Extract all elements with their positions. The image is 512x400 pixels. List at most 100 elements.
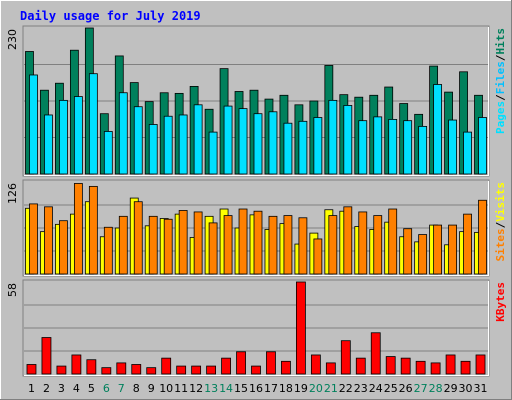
x-tick-label: 26 xyxy=(399,382,413,395)
x-tick-label: 18 xyxy=(279,382,293,395)
x-tick-label: 5 xyxy=(88,382,95,395)
bar-files-day-29 xyxy=(448,119,457,175)
x-tick-label: 11 xyxy=(174,382,188,395)
legend-item: Sites xyxy=(494,228,507,261)
x-tick-label: 31 xyxy=(474,382,488,395)
bar-files-day-21 xyxy=(328,99,338,175)
x-tick-label: 22 xyxy=(339,382,353,395)
x-tick-label: 27 xyxy=(414,382,428,395)
panel-legend: Pages/Files/Hits xyxy=(494,28,507,134)
bar-sites-day-18 xyxy=(283,215,293,275)
bar-sites-day-26 xyxy=(403,228,413,275)
series-kbytes xyxy=(26,281,486,375)
bar-files-day-8 xyxy=(133,106,143,175)
bar-sites-day-20 xyxy=(313,238,323,275)
x-tick-label: 10 xyxy=(159,382,173,395)
bar-sites-day-14 xyxy=(223,215,233,275)
bar-kbytes-day-25 xyxy=(385,356,396,375)
bar-kbytes-day-24 xyxy=(370,332,381,375)
bar-kbytes-day-27 xyxy=(415,360,426,375)
x-tick-label: 4 xyxy=(73,382,80,395)
bar-kbytes-day-4 xyxy=(71,354,82,375)
bar-kbytes-day-18 xyxy=(281,360,291,375)
bar-kbytes-day-1 xyxy=(26,364,37,375)
x-tick-label: 3 xyxy=(58,382,65,395)
legend-item: Visits xyxy=(494,182,507,222)
bar-sites-day-28 xyxy=(433,224,443,275)
bar-sites-day-19 xyxy=(298,217,308,275)
bar-kbytes-day-13 xyxy=(206,365,216,375)
bar-kbytes-day-19 xyxy=(296,281,306,375)
bar-kbytes-day-11 xyxy=(176,365,187,375)
bar-kbytes-day-21 xyxy=(325,362,336,375)
x-tick-label: 15 xyxy=(234,382,248,395)
bar-kbytes-day-14 xyxy=(221,357,231,375)
bar-kbytes-day-31 xyxy=(475,354,486,375)
x-tick-label: 6 xyxy=(103,382,110,395)
bar-files-day-20 xyxy=(313,117,323,175)
bar-sites-day-30 xyxy=(463,213,472,275)
bar-sites-day-8 xyxy=(133,201,143,275)
x-tick-label: 29 xyxy=(444,382,458,395)
bar-sites-day-2 xyxy=(44,206,53,275)
chart-title: Daily usage for July 2019 xyxy=(20,9,201,23)
bar-kbytes-day-30 xyxy=(460,360,471,375)
bar-files-day-18 xyxy=(283,122,293,175)
panel-kbytes: 58 KBytes xyxy=(6,279,507,377)
bar-sites-day-25 xyxy=(388,208,398,275)
bar-files-day-26 xyxy=(403,120,413,175)
y-max-label: 126 xyxy=(6,183,19,204)
x-axis-day-labels: 1 2 3 4 5 6 7 8 9 10 11 12 13 14 15 16 17 18 19 20 21 22 23 24 2… xyxy=(28,382,488,395)
bar-files-day-17 xyxy=(268,111,278,175)
x-tick-label: 24 xyxy=(369,382,383,395)
bar-sites-day-13 xyxy=(208,222,218,275)
panel-legend: Sites/Visits xyxy=(494,182,507,262)
bar-files-day-6 xyxy=(103,131,113,175)
bar-sites-day-4 xyxy=(73,183,83,275)
bar-files-day-24 xyxy=(373,116,383,175)
bar-files-day-12 xyxy=(193,104,203,175)
y-max-label: 58 xyxy=(6,283,19,297)
bar-kbytes-day-2 xyxy=(41,337,52,375)
bar-kbytes-day-20 xyxy=(310,354,321,375)
x-tick-label: 17 xyxy=(264,382,278,395)
bar-kbytes-day-7 xyxy=(116,362,127,375)
bar-files-day-27 xyxy=(418,125,428,175)
x-tick-label: 16 xyxy=(249,382,263,395)
bar-files-day-13 xyxy=(208,131,218,175)
bar-sites-day-21 xyxy=(328,215,338,275)
series-sites xyxy=(29,183,487,275)
bar-files-day-25 xyxy=(388,119,398,175)
bar-kbytes-day-9 xyxy=(146,367,157,375)
legend-item: Files xyxy=(494,61,507,94)
x-tick-label: 25 xyxy=(384,382,398,395)
bar-sites-day-29 xyxy=(448,224,457,275)
panel-visits-sites: 126 Sites/Visits xyxy=(6,179,507,277)
bar-files-day-2 xyxy=(44,114,53,175)
bar-kbytes-day-3 xyxy=(56,365,67,375)
bar-kbytes-day-10 xyxy=(161,357,172,375)
bar-sites-day-5 xyxy=(88,185,98,275)
bar-kbytes-day-6 xyxy=(101,367,112,375)
bar-sites-day-16 xyxy=(253,210,263,275)
legend-item: / xyxy=(494,54,507,61)
bar-files-day-5 xyxy=(88,73,98,175)
bar-sites-day-15 xyxy=(238,208,248,275)
x-tick-label: 12 xyxy=(189,382,203,395)
bar-files-day-28 xyxy=(433,84,443,175)
bar-sites-day-27 xyxy=(418,234,428,275)
panel-legend: KBytes xyxy=(494,282,507,322)
bar-sites-day-10 xyxy=(163,218,173,275)
bar-files-day-31 xyxy=(478,117,487,175)
bar-files-day-16 xyxy=(253,113,263,175)
bar-files-day-10 xyxy=(163,115,173,175)
bar-files-day-1 xyxy=(29,74,38,175)
bar-files-day-30 xyxy=(463,131,472,175)
bar-kbytes-day-12 xyxy=(191,365,202,375)
x-tick-label: 28 xyxy=(429,382,443,395)
bar-sites-day-23 xyxy=(358,211,368,275)
bar-sites-day-9 xyxy=(148,215,158,275)
bar-files-day-7 xyxy=(118,92,128,175)
